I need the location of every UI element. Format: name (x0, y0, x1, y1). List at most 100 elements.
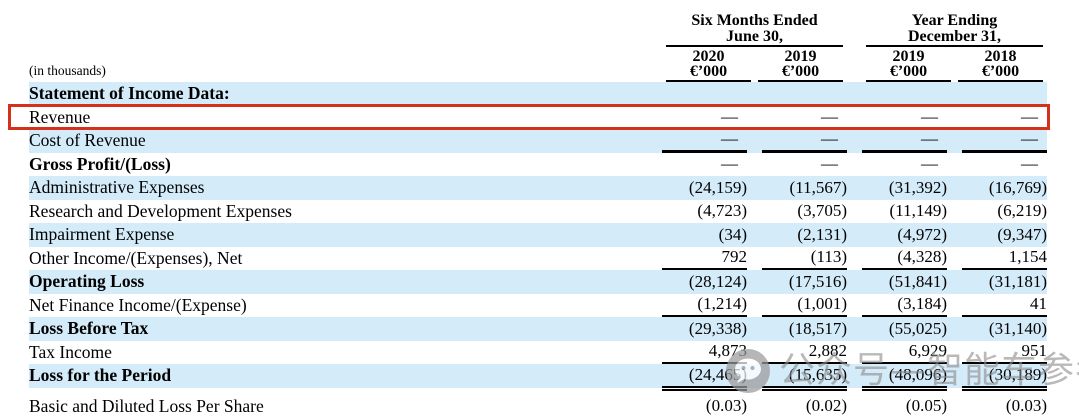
value-cell: (0.03) (1005, 396, 1047, 416)
row-label: Gross Profit/(Loss) (29, 153, 171, 174)
header-label-column: (in thousands) (29, 13, 662, 82)
value-cell (762, 82, 847, 106)
value-cell: (31,181) (988, 271, 1047, 291)
year-row: 2020 2019 (666, 47, 843, 65)
value-cell: 2,882 (762, 341, 847, 364)
value-cell: (24,159) (688, 177, 747, 197)
value-cell: — (721, 154, 738, 174)
table-row-revenue: Revenue — — — — (8, 103, 1050, 130)
row-values: (24,465) (15,635) (48,096) (30,189) (662, 364, 1047, 390)
value-cell: (34) (718, 224, 747, 244)
row-values: — — — — (662, 106, 1047, 130)
header-group-six-months: Six Months Ended June 30, 2020 2019 €’00… (662, 13, 847, 82)
value-cell: — (862, 129, 947, 153)
value-cell (862, 82, 947, 106)
value-cell: — (1021, 154, 1038, 174)
table-row-impairment-expense: Impairment Expense (34) (2,131) (4,972) … (29, 223, 1047, 247)
table-row-rd-expenses: Research and Development Expenses (4,723… (29, 200, 1047, 224)
value-cell: (9,347) (997, 224, 1047, 244)
row-values: (4,723) (3,705) (11,149) (6,219) (662, 200, 1047, 224)
value-cell: (4,972) (897, 224, 947, 244)
row-values: — — — — (662, 153, 1047, 177)
row-values: (24,159) (11,567) (31,392) (16,769) (662, 176, 1047, 200)
table-row-operating-loss: Operating Loss (28,124) (17,516) (51,841… (29, 270, 1047, 294)
table-row-tax-income: Tax Income 4,873 2,882 6,929 951 (29, 341, 1047, 364)
value-cell: (55,025) (888, 318, 947, 338)
table-row-net-finance: Net Finance Income/(Expense) (1,214) (1,… (29, 294, 1047, 317)
value-cell: (30,189) (962, 364, 1047, 390)
row-values: (0.03) (0.02) (0.05) (0.03) (662, 395, 1047, 419)
value-cell: (48,096) (862, 364, 947, 390)
header-value-columns: Six Months Ended June 30, 2020 2019 €’00… (662, 13, 1047, 82)
table-row-loss-before-tax: Loss Before Tax (29,338) (18,517) (55,02… (29, 317, 1047, 341)
value-cell: (3,184) (862, 294, 947, 317)
value-cell: (17,516) (788, 271, 847, 291)
value-cell: — (662, 129, 747, 153)
value-cell: 41 (962, 294, 1047, 317)
table-header: (in thousands) Six Months Ended June 30,… (29, 0, 1047, 82)
column-year-2019b: 2019 (892, 48, 925, 65)
value-cell: — (921, 154, 938, 174)
value-cell: — (921, 107, 938, 127)
value-cell: (4,723) (697, 201, 747, 221)
group-line1: Year Ending (911, 12, 998, 29)
row-label: Cost of Revenue (29, 130, 146, 151)
value-cell: 6,929 (862, 341, 947, 364)
row-label: Net Finance Income/(Expense) (29, 294, 247, 315)
value-cell: — (821, 154, 838, 174)
table-row-cost-of-revenue: Cost of Revenue — — — — (29, 129, 1047, 153)
column-year-2019a: 2019 (784, 48, 817, 65)
value-cell: (29,338) (688, 318, 747, 338)
value-cell: (11,149) (889, 201, 947, 221)
row-values: (34) (2,131) (4,972) (9,347) (662, 223, 1047, 247)
row-values: 792 (113) (4,328) 1,154 (662, 247, 1047, 270)
group-line1: Six Months Ended (691, 12, 818, 29)
row-label: Impairment Expense (29, 224, 175, 245)
value-cell: (31,392) (888, 177, 947, 197)
row-label: Loss for the Period (29, 365, 172, 386)
value-cell: (0.03) (705, 396, 747, 416)
table-row-section-title: Statement of Income Data: (29, 82, 1047, 106)
row-label: Statement of Income Data: (29, 83, 230, 104)
column-unit: €’000 (958, 64, 1043, 82)
income-statement-table: (in thousands) Six Months Ended June 30,… (8, 0, 1050, 419)
value-cell: — (721, 107, 738, 127)
value-cell: — (962, 129, 1047, 153)
value-cell: (6,219) (997, 201, 1047, 221)
value-cell: (11,567) (789, 177, 847, 197)
value-cell: 4,873 (662, 341, 747, 364)
group-line2: June 30, (726, 27, 783, 45)
value-cell (662, 82, 747, 106)
table-row-gross-profit: Gross Profit/(Loss) — — — — (29, 153, 1047, 177)
row-values: (29,338) (18,517) (55,025) (31,140) (662, 317, 1047, 341)
row-values: 4,873 2,882 6,929 951 (662, 341, 1047, 364)
column-unit: €’000 (866, 64, 951, 82)
value-cell: (0.02) (805, 396, 847, 416)
row-values (662, 82, 1047, 106)
row-label: Basic and Diluted Loss Per Share (29, 395, 264, 416)
row-label: Operating Loss (29, 271, 145, 292)
in-thousands-note: (in thousands) (29, 63, 106, 78)
value-cell (962, 82, 1047, 106)
row-label: Other Income/(Expenses), Net (29, 247, 243, 268)
value-cell: (2,131) (797, 224, 847, 244)
column-year-2018: 2018 (984, 48, 1017, 65)
header-group-year-ending: Year Ending December 31, 2019 2018 €’000… (862, 13, 1047, 82)
row-values: — — — — (662, 129, 1047, 153)
row-label: Administrative Expenses (29, 177, 205, 198)
value-cell: — (1021, 107, 1038, 127)
value-cell: (1,001) (762, 294, 847, 317)
value-cell: (1,214) (662, 294, 747, 317)
table-row-administrative-expenses: Administrative Expenses (24,159) (11,567… (29, 176, 1047, 200)
value-cell: (113) (762, 247, 847, 270)
value-cell: (16,769) (988, 177, 1047, 197)
unit-row: €’000 €’000 (666, 64, 843, 82)
value-cell: 1,154 (962, 247, 1047, 270)
value-cell: (3,705) (797, 201, 847, 221)
value-cell: (51,841) (888, 271, 947, 291)
value-cell: (15,635) (762, 364, 847, 390)
column-year-2020: 2020 (692, 48, 725, 65)
value-cell: (0.05) (905, 396, 947, 416)
value-cell: — (762, 129, 847, 153)
